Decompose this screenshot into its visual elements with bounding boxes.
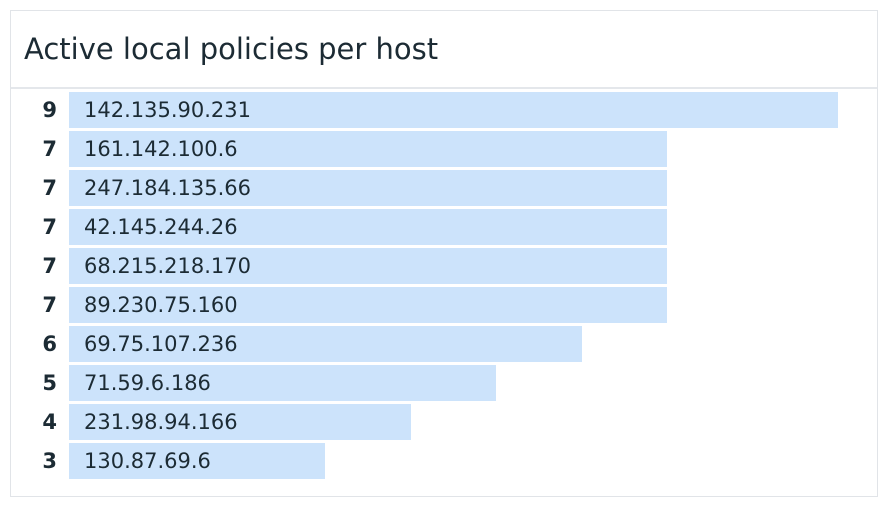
toplist-row[interactable]: 6 69.75.107.236 <box>11 326 877 362</box>
host-label: 130.87.69.6 <box>84 449 211 473</box>
host-label: 89.230.75.160 <box>84 293 238 317</box>
value-label: 3 <box>42 449 57 473</box>
bar <box>69 92 838 128</box>
bar <box>69 443 326 479</box>
value-label: 5 <box>42 371 57 395</box>
value-label: 7 <box>42 176 57 200</box>
host-label: 42.145.244.26 <box>84 215 238 239</box>
value-label: 7 <box>42 137 57 161</box>
toplist-row[interactable]: 7 247.184.135.66 <box>11 170 877 206</box>
widget-title: Active local policies per host <box>24 32 439 66</box>
bar <box>69 365 497 401</box>
bar <box>69 131 668 167</box>
bar <box>69 170 668 206</box>
value-label: 9 <box>42 98 57 122</box>
toplist-row[interactable]: 7 161.142.100.6 <box>11 131 877 167</box>
value-label: 7 <box>42 293 57 317</box>
bar <box>69 287 668 323</box>
toplist-row[interactable]: 5 71.59.6.186 <box>11 365 877 401</box>
toplist-row[interactable]: 3 130.87.69.6 <box>11 443 877 479</box>
value-label: 7 <box>42 254 57 278</box>
host-label: 247.184.135.66 <box>84 176 251 200</box>
host-label: 68.215.218.170 <box>84 254 251 278</box>
toplist-row[interactable]: 7 42.145.244.26 <box>11 209 877 245</box>
host-label: 71.59.6.186 <box>84 371 211 395</box>
toplist-widget: Active local policies per host 9 142.135.… <box>10 10 878 497</box>
host-label: 161.142.100.6 <box>84 137 238 161</box>
bar <box>69 404 411 440</box>
value-label: 4 <box>42 410 57 434</box>
toplist-row[interactable]: 4 231.98.94.166 <box>11 404 877 440</box>
bar <box>69 248 668 284</box>
value-label: 7 <box>42 215 57 239</box>
value-label: 6 <box>42 332 57 356</box>
toplist-row[interactable]: 7 68.215.218.170 <box>11 248 877 284</box>
bar <box>69 326 582 362</box>
toplist-row[interactable]: 7 89.230.75.160 <box>11 287 877 323</box>
host-label: 69.75.107.236 <box>84 332 238 356</box>
host-label: 231.98.94.166 <box>84 410 238 434</box>
bar <box>69 209 668 245</box>
host-label: 142.135.90.231 <box>84 98 251 122</box>
toplist-row[interactable]: 9 142.135.90.231 <box>11 92 877 128</box>
title-divider <box>11 87 877 89</box>
